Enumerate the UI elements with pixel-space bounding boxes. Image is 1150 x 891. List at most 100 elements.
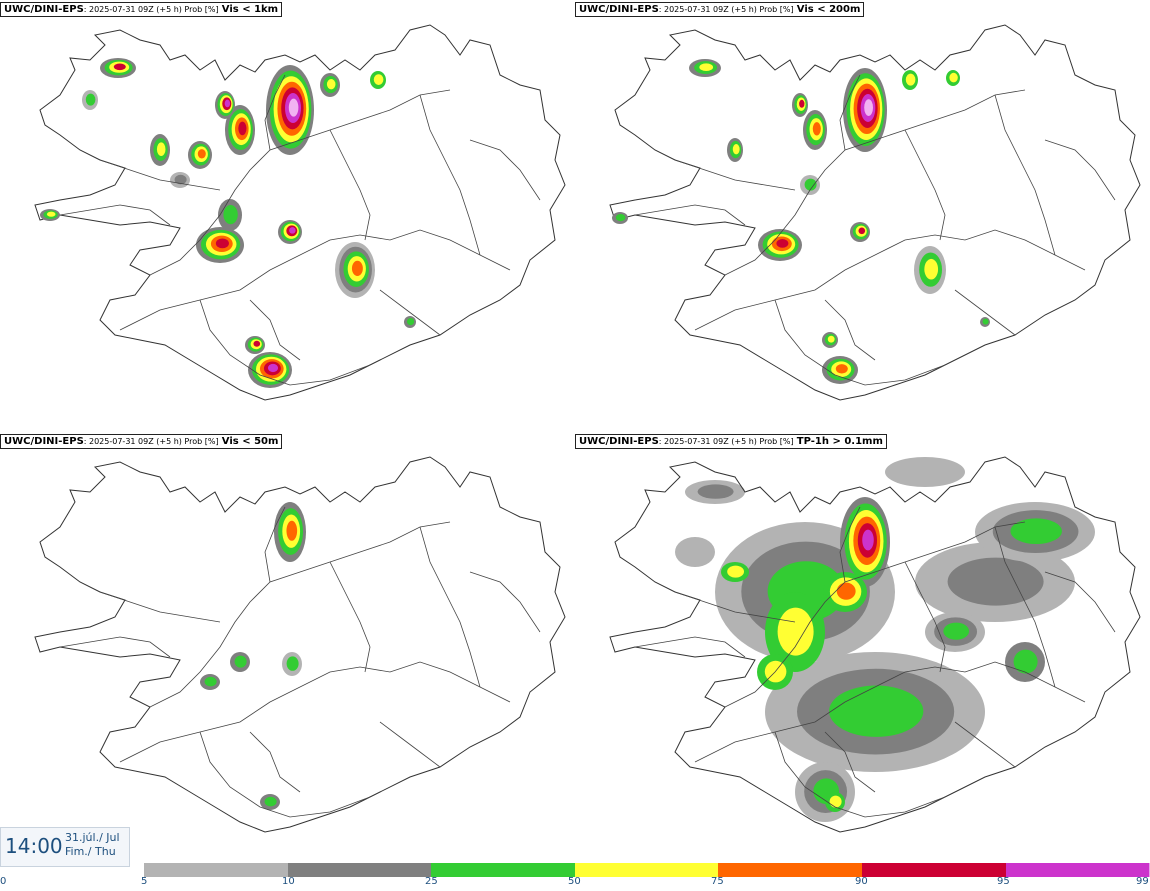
probability-area	[943, 622, 970, 640]
probability-area	[156, 142, 166, 157]
probability-area	[223, 205, 238, 225]
probability-area	[864, 99, 873, 116]
probability-area	[827, 335, 835, 343]
probability-area	[804, 178, 817, 191]
road	[249, 299, 301, 361]
probability-area	[885, 457, 965, 487]
road	[419, 526, 481, 688]
probability-area	[812, 122, 821, 136]
colorbar-tick-label: 10	[282, 876, 295, 887]
road	[994, 94, 1056, 256]
road	[469, 571, 541, 633]
road	[954, 289, 1016, 336]
probability-area	[373, 74, 384, 85]
road	[839, 506, 861, 583]
probability-area	[982, 318, 989, 325]
probability-area	[858, 227, 866, 235]
iceland-map	[609, 456, 1141, 833]
probability-area	[197, 149, 206, 159]
road	[119, 661, 511, 763]
road	[379, 721, 441, 768]
colorbar-segment	[287, 863, 432, 877]
panel-title: UWC/DINI-EPS: 2025-07-31 09Z (+5 h) Prob…	[575, 2, 865, 17]
coastline	[609, 456, 1141, 833]
probability-area	[286, 520, 298, 541]
colorbar-tick-label: 75	[711, 876, 724, 887]
map-panel-vis-50m: UWC/DINI-EPS: 2025-07-31 09Z (+5 h) Prob…	[0, 432, 575, 862]
probability-area	[267, 363, 279, 373]
road	[634, 636, 746, 658]
probability-area	[289, 227, 296, 234]
road	[469, 139, 541, 201]
probability-area	[204, 676, 217, 687]
probability-area	[777, 607, 814, 656]
probability-area	[947, 557, 1044, 606]
probability-area	[1013, 649, 1038, 674]
colorbar-segment	[431, 863, 575, 877]
road	[264, 74, 286, 151]
road	[774, 731, 946, 818]
road	[329, 561, 371, 673]
probability-area	[675, 537, 715, 567]
valid-time-box: 14:00 31.júl./ Jul Fim./ Thu	[0, 827, 130, 867]
road	[199, 299, 371, 386]
probability-area	[351, 260, 363, 277]
coastline	[609, 24, 1141, 401]
map-panel-vis-200m: UWC/DINI-EPS: 2025-07-31 09Z (+5 h) Prob…	[575, 0, 1150, 430]
road	[674, 159, 796, 191]
road	[824, 299, 876, 361]
probability-area	[85, 93, 96, 106]
probability-area	[615, 214, 626, 222]
road	[264, 506, 286, 583]
probability-area	[905, 73, 916, 86]
valid-date: 31.júl./ Jul Fim./ Thu	[65, 831, 120, 858]
probability-area	[113, 63, 126, 71]
probability-area	[924, 258, 939, 280]
colorbar-tick-label: 99	[1136, 876, 1149, 887]
colorbar-ticks: 0 5 10 25 50 75 90 95 99	[0, 876, 1150, 890]
probability-area	[288, 98, 299, 117]
road	[634, 204, 746, 226]
probability-area	[727, 565, 744, 578]
panel-title: UWC/DINI-EPS: 2025-07-31 09Z (+5 h) Prob…	[0, 2, 283, 17]
probability-area	[836, 582, 856, 600]
probability-colorbar	[144, 863, 1150, 877]
road	[674, 591, 796, 623]
road	[59, 636, 171, 658]
probability-area	[1010, 518, 1062, 545]
colorbar-tick-label: 25	[425, 876, 438, 887]
colorbar-segment	[574, 863, 719, 877]
road	[249, 731, 301, 793]
iceland-map	[34, 456, 566, 833]
road	[99, 159, 221, 191]
probability-area	[732, 144, 740, 155]
probability-area	[407, 318, 415, 326]
colorbar-segment	[144, 863, 288, 877]
colorbar-tick-label: 90	[855, 876, 868, 887]
coastline	[34, 456, 566, 833]
road	[419, 94, 481, 256]
road	[904, 129, 946, 241]
probability-area	[862, 529, 874, 551]
probability-area	[699, 63, 714, 72]
probability-area	[829, 685, 924, 737]
road	[839, 74, 861, 151]
colorbar-tick-label: 0	[0, 876, 7, 887]
probability-area	[799, 99, 805, 108]
probability-area	[46, 211, 56, 217]
road	[694, 229, 1086, 331]
coastline	[34, 24, 566, 401]
colorbar-tick-label: 95	[997, 876, 1010, 887]
probability-area	[829, 795, 842, 808]
probability-area	[776, 239, 789, 248]
probability-area	[234, 655, 247, 668]
road	[904, 561, 946, 673]
probability-area	[949, 72, 958, 83]
colorbar-segment	[862, 863, 1006, 877]
road	[774, 299, 946, 386]
probability-area	[224, 99, 231, 108]
probability-area	[264, 796, 277, 807]
road	[1044, 571, 1116, 633]
road	[379, 289, 441, 336]
probability-area	[835, 364, 848, 374]
